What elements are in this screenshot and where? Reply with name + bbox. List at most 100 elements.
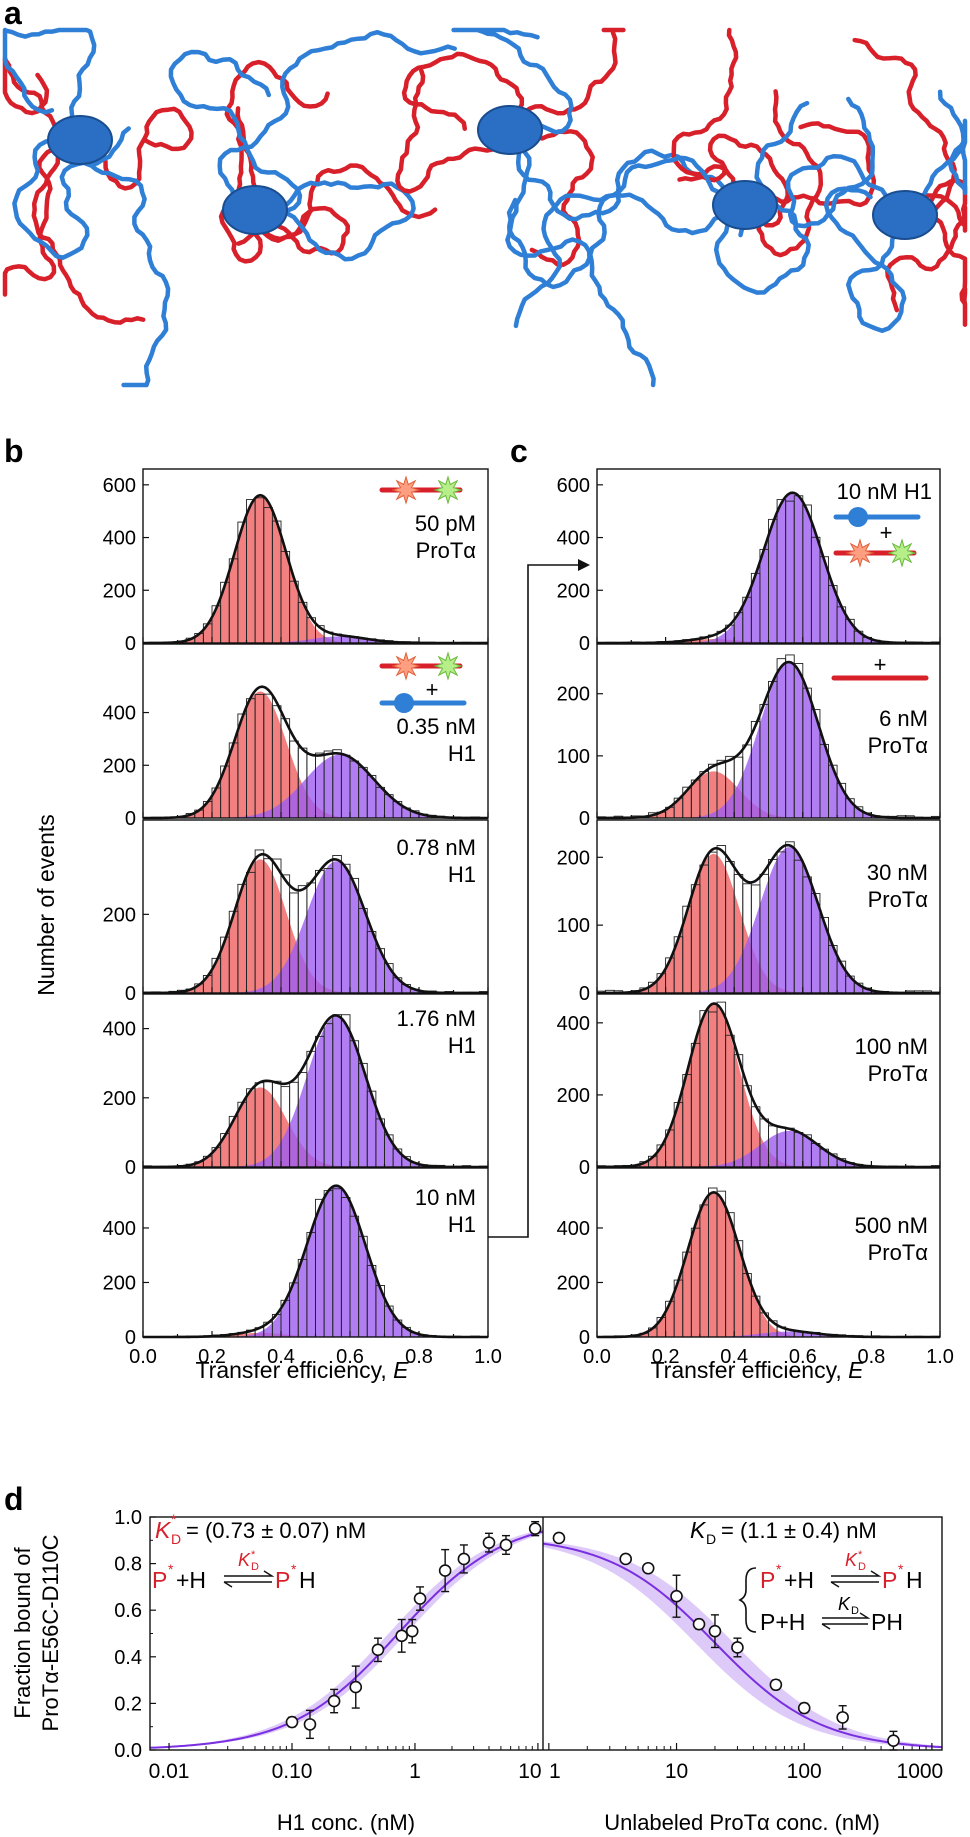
xlabel-left: H1 conc. (nM) [277, 1810, 415, 1835]
protein-chain [742, 121, 877, 211]
right-eq-kd-star: * [858, 1549, 863, 1561]
protein-chain [77, 106, 194, 191]
left-eq-star: * [168, 1561, 174, 1577]
y-tick-label: 0 [125, 1327, 136, 1349]
kd-star-star: * [171, 1511, 177, 1527]
protein-chain [588, 192, 748, 388]
labeled-protα-icon [833, 538, 917, 568]
annotation-text: 50 pM [415, 511, 476, 536]
protein-chain [217, 29, 457, 213]
plus-sign: + [880, 520, 893, 545]
right-eq-rstar: * [898, 1561, 904, 1577]
data-point [528, 1522, 542, 1535]
plus-sign: + [874, 652, 887, 677]
fit-line [596, 843, 940, 995]
annotation-text: H1 [448, 741, 476, 766]
kd-star-label: K D * = (0.73 ± 0.07) nM [155, 1511, 366, 1547]
y-tick-label: 1.0 [114, 1507, 142, 1529]
ylabel-line-2: ProTα-E56C-D110C [38, 1534, 63, 1731]
x-tick-label: 0.10 [272, 1760, 313, 1783]
y-tick-label: 0 [125, 633, 136, 655]
protein-chain [401, 51, 525, 133]
left-eq-kd-star: * [251, 1549, 256, 1561]
y-tick-label: 200 [557, 1272, 590, 1294]
protein-chain [677, 133, 790, 228]
y-tick-label: 600 [103, 475, 136, 497]
fluorophore-star-icon [391, 651, 421, 681]
data-point [438, 1564, 452, 1577]
kd-star-value: = (0.73 ± 0.07) nM [186, 1518, 366, 1543]
fluorophore-star-icon [433, 651, 463, 681]
data-point [371, 1643, 385, 1657]
fit-curve-right [542, 1542, 943, 1749]
y-tick-label: 200 [103, 1088, 136, 1110]
protein-chain [742, 89, 824, 258]
protein-chain [902, 202, 968, 327]
protein-chain [713, 100, 811, 295]
annotation-text: ProTα [868, 887, 929, 912]
x-tick-label: 0.0 [583, 1346, 611, 1368]
protein-chain [31, 137, 146, 325]
h1-icon [379, 693, 467, 713]
data-point [670, 1589, 683, 1603]
h1-bead-icon [394, 693, 414, 713]
x-tick-label: 0.0 [129, 1346, 157, 1368]
right-eq-star: * [776, 1561, 782, 1577]
y-tick-label: 0 [125, 808, 136, 830]
y-tick-label: 400 [557, 1013, 590, 1035]
protein-chain [252, 180, 416, 262]
fluorophore-star-icon [887, 538, 917, 568]
fluorophore-star-icon [433, 475, 463, 505]
xlabel-c: Transfer efficiency, E [650, 1357, 864, 1383]
y-tick-label: 100 [557, 915, 590, 937]
panel-label-d: d [4, 1481, 24, 1517]
right-eq-rp: P [882, 1567, 897, 1593]
data-point [552, 1531, 566, 1545]
xlabel-c-text: Transfer efficiency, [650, 1357, 848, 1383]
panel-label-b: b [4, 433, 24, 469]
annotation-text: ProTα [416, 538, 477, 563]
right-eq-h: +H [784, 1567, 814, 1593]
data-point [285, 1715, 299, 1729]
protein-chain [513, 155, 748, 329]
y-tick-label: 200 [557, 684, 590, 706]
protein-chain [451, 27, 574, 135]
y-tick-label: 200 [103, 1272, 136, 1294]
binding-curves: 0.0 0.2 0.4 0.6 0.8 1.0 0.01 0.10 1 10 1 10 100 1000 H… [10, 1507, 943, 1835]
fit-curve-left [149, 1530, 544, 1749]
x-tick-label: 1 [409, 1760, 421, 1783]
right-eq2-lhs: P+H [760, 1609, 805, 1635]
connector-arrowhead [578, 559, 590, 571]
x-tick-label: 100 [787, 1760, 822, 1783]
y-tick-label: 0.6 [114, 1600, 142, 1622]
y-tick-label: 200 [103, 755, 136, 777]
labeled-protα-icon [379, 651, 463, 681]
kd-value: = (1.1 ± 0.4) nM [721, 1518, 877, 1543]
y-tick-label: 200 [557, 580, 590, 602]
protein-chain [852, 37, 957, 218]
connector-arrow [488, 564, 578, 1238]
data-point [457, 1552, 471, 1566]
y-tick-label: 0.2 [114, 1693, 142, 1715]
right-eq-kd-sub: D [858, 1561, 866, 1573]
y-tick-label: 0 [125, 983, 136, 1005]
annotation-text: ProTα [868, 733, 929, 758]
confidence-band-left [150, 1529, 543, 1749]
y-tick-label: 0.8 [114, 1554, 142, 1576]
histogram-c-1: 0 200 400 600 10 nM H1 [557, 468, 941, 655]
equilibrium-arrows-right-2 [821, 1612, 871, 1630]
x-tick-label: 10 [665, 1760, 688, 1783]
annotation-text: 1.76 nM [397, 1006, 477, 1031]
y-tick-label: 200 [557, 1085, 590, 1107]
y-tick-label: 200 [557, 847, 590, 869]
kd-star-sub: D [171, 1531, 181, 1547]
annotation-text: 500 nM [855, 1213, 928, 1238]
y-tick-label: 0 [579, 808, 590, 830]
